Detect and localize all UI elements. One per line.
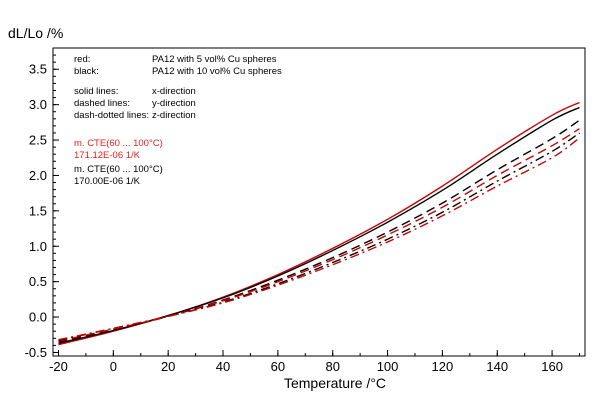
x-tick-label: 160	[541, 359, 563, 374]
annotation-value: z-direction	[152, 110, 196, 121]
y-tick-label: 1.5	[29, 203, 47, 218]
cte-label-line2: 171.12E-06 1/K	[74, 150, 141, 161]
cte-label-line1: m. CTE(60 ... 100°C)	[74, 164, 163, 175]
axes: -20 0 20 40 60 80 100 120 140 160 -0.5 0.0 0.5 1.0 1.5…	[25, 47, 586, 374]
annotation-value: PA12 with 10 vol% Cu spheres	[152, 66, 282, 77]
y-tick-label: 0.0	[29, 310, 47, 325]
y-tick-label: 1.0	[29, 239, 47, 254]
annotation-key: black:	[74, 66, 99, 77]
y-tick-label: 0.5	[29, 274, 47, 289]
x-tick-label: 80	[325, 359, 339, 374]
x-tick-label: 120	[432, 359, 454, 374]
series-line-6	[58, 137, 580, 341]
annotation-key: dash-dotted lines:	[74, 110, 149, 121]
x-tick-label: 60	[271, 359, 285, 374]
annotation-value: PA12 with 5 vol% Cu spheres	[152, 54, 277, 65]
annotation-value: x-direction	[152, 86, 196, 97]
y-tick-label: 3.0	[29, 97, 47, 112]
x-tick-label: -20	[49, 359, 68, 374]
plot-frame	[52, 47, 586, 357]
x-tick-label: 20	[161, 359, 175, 374]
series-line-4	[58, 128, 580, 342]
cte-label-line1: m. CTE(60 ... 100°C)	[74, 138, 163, 149]
annotation-key: dashed lines:	[74, 98, 130, 109]
legend-annotations: red: PA12 with 5 vol% Cu spheres black: PA1…	[74, 54, 282, 187]
x-tick-label: 100	[377, 359, 399, 374]
x-tick-label: 140	[486, 359, 508, 374]
series-layer	[58, 101, 580, 346]
annotation-value: y-direction	[152, 98, 196, 109]
y-tick-label: 2.0	[29, 168, 47, 183]
x-axis-title: Temperature /°C	[284, 375, 386, 391]
annotation-key: red:	[74, 54, 90, 65]
y-axis-title: dL/Lo /%	[8, 25, 63, 41]
annotation-key: solid lines:	[74, 86, 118, 97]
cte-label-line2: 170.00E-06 1/K	[74, 176, 141, 187]
y-tick-label: 2.5	[29, 133, 47, 148]
x-tick-label: 40	[216, 359, 230, 374]
y-tick-label: -0.5	[25, 345, 47, 360]
series-line-3	[58, 119, 580, 343]
y-tick-label: 3.5	[29, 62, 47, 77]
x-tick-label: 0	[110, 359, 117, 374]
